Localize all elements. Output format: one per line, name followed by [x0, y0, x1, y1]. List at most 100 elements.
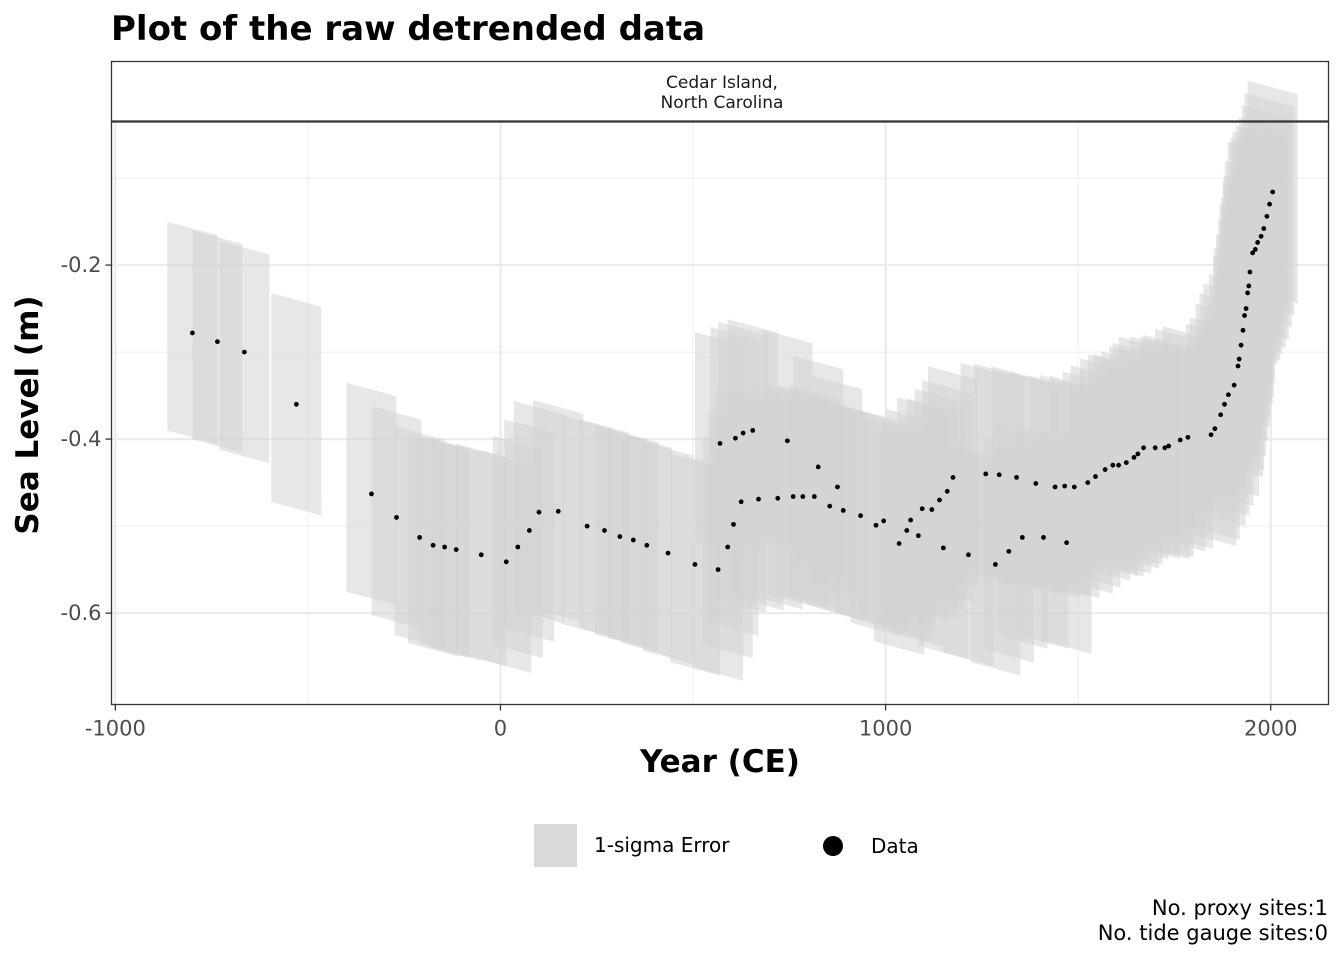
- y-axis-title: Sea Level (m): [10, 295, 46, 534]
- data-point: [1166, 443, 1172, 449]
- data-point: [756, 496, 761, 502]
- data-point: [1245, 290, 1251, 296]
- data-point: [617, 534, 623, 539]
- data-point: [750, 428, 756, 433]
- facet-strip: [110, 60, 1330, 123]
- data-point: [1252, 247, 1258, 252]
- caption-proxy-sites: No. proxy sites:1: [1152, 896, 1328, 920]
- data-point: [1255, 240, 1261, 245]
- data-point: [904, 528, 910, 533]
- data-point: [189, 330, 195, 336]
- data-point: [1141, 445, 1147, 451]
- data-point: [992, 562, 998, 567]
- data-point: [940, 545, 946, 551]
- data-point: [1071, 484, 1077, 490]
- data-point: [725, 544, 731, 550]
- legend-data-label: Data: [871, 834, 919, 858]
- data-point: [1014, 474, 1019, 480]
- data-point: [1222, 401, 1227, 407]
- data-point: [775, 495, 781, 501]
- data-point: [1152, 445, 1158, 451]
- data-point: [738, 499, 744, 505]
- y-tick-label: -0.4: [61, 427, 102, 451]
- data-point: [740, 430, 746, 436]
- data-point: [630, 537, 636, 543]
- x-tick-label: 2000: [1244, 717, 1297, 741]
- data-point: [478, 552, 484, 558]
- data-point: [1250, 250, 1256, 256]
- x-tick-label: -1000: [85, 717, 146, 741]
- x-tick-label: 1000: [859, 717, 912, 741]
- data-point: [1264, 213, 1270, 219]
- data-point: [1041, 535, 1046, 540]
- data-point: [1231, 382, 1237, 388]
- data-point: [835, 484, 840, 490]
- data-point: [1033, 481, 1039, 486]
- data-point: [733, 435, 738, 441]
- data-point: [1235, 363, 1241, 369]
- data-point: [602, 528, 607, 533]
- facet-label-line-2: North Carolina: [661, 93, 784, 113]
- data-point: [293, 401, 299, 407]
- data-point: [896, 541, 902, 546]
- y-axis-ticks: -0.2 -0.4 -0.6: [61, 253, 112, 625]
- data-point: [241, 349, 247, 355]
- data-point: [1270, 189, 1276, 195]
- data-point: [1225, 392, 1231, 398]
- data-point: [215, 339, 220, 345]
- data-point: [1131, 454, 1137, 460]
- data-point: [453, 547, 459, 553]
- data-point: [929, 507, 935, 512]
- y-tick-label: -0.6: [61, 601, 102, 625]
- data-point: [665, 550, 671, 556]
- data-point: [536, 509, 542, 515]
- facet-label-line-1: Cedar Island,: [666, 73, 778, 93]
- data-point: [983, 471, 989, 477]
- data-point: [394, 515, 399, 520]
- data-point: [790, 494, 796, 499]
- data-point: [717, 441, 723, 446]
- data-point: [1246, 283, 1252, 289]
- data-point: [1006, 548, 1012, 554]
- data-point: [1267, 201, 1272, 207]
- data-point: [503, 559, 509, 565]
- data-point: [919, 506, 925, 512]
- x-axis-title: Year (CE): [639, 744, 800, 780]
- data-point: [1208, 432, 1214, 438]
- data-point: [1052, 484, 1058, 490]
- x-axis-ticks: -1000 0 1000 2000: [85, 704, 1297, 741]
- data-point: [811, 494, 817, 499]
- data-point: [1212, 426, 1218, 432]
- data-point: [1258, 233, 1264, 239]
- data-point: [1218, 412, 1224, 418]
- data-point: [1162, 445, 1168, 451]
- legend-data-key: [823, 836, 843, 856]
- data-point: [515, 544, 521, 550]
- data-point: [858, 513, 863, 519]
- legend-error-key: [534, 824, 577, 867]
- data-point: [1123, 460, 1129, 465]
- legend-error-label: 1-sigma Error: [594, 833, 730, 857]
- x-tick-label: 0: [494, 717, 507, 741]
- data-point: [944, 488, 950, 494]
- data-point: [1261, 226, 1267, 231]
- data-point: [1242, 313, 1247, 318]
- data-point: [784, 438, 790, 444]
- data-point: [1236, 356, 1242, 362]
- data-point: [1085, 480, 1091, 486]
- data-point: [1102, 467, 1108, 472]
- data-point: [1093, 474, 1098, 479]
- data-point: [715, 567, 721, 573]
- data-point: [1243, 306, 1249, 311]
- data-point: [908, 517, 914, 523]
- data-point: [1177, 437, 1183, 443]
- data-point: [442, 544, 448, 550]
- data-point: [966, 552, 971, 558]
- chart-title: Plot of the raw detrended data: [111, 9, 705, 49]
- data-point: [827, 503, 833, 509]
- data-point: [915, 533, 921, 539]
- data-point: [731, 521, 736, 527]
- data-point: [800, 494, 806, 499]
- data-point: [692, 562, 698, 567]
